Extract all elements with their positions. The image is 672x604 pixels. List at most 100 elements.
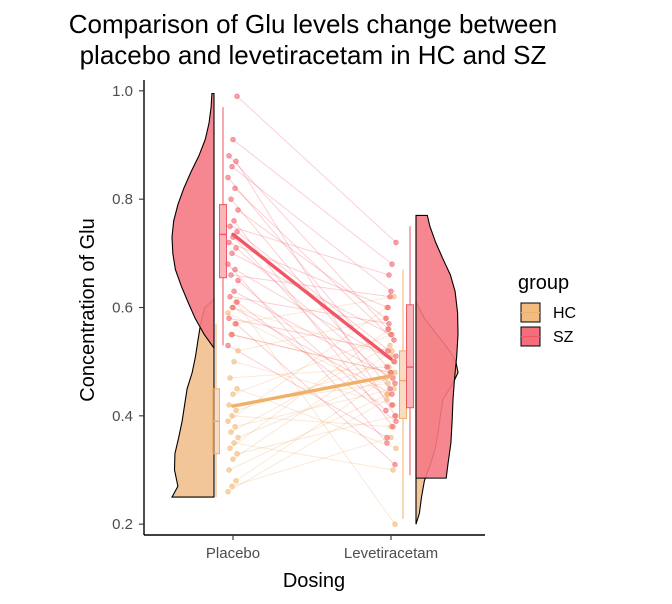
sz-pair-line (235, 247, 396, 384)
sz-pair-line (232, 139, 393, 265)
sz-levetiracetam-point (391, 358, 397, 365)
hc-pair-line (227, 399, 388, 493)
sz-levetiracetam-point (392, 461, 398, 468)
y-tick-label: 0.2 (112, 516, 133, 533)
hc-pair-line (235, 361, 396, 411)
sz-pair-line (233, 290, 394, 379)
sz-levetiracetam-point (389, 391, 395, 397)
hc-pair-line (231, 307, 392, 357)
sz-placebo-point (229, 163, 235, 170)
hc-placebo-point (225, 418, 231, 424)
sz-pair-line (236, 95, 397, 243)
sz-levetiracetam-point (387, 293, 393, 300)
sz-placebo-point (231, 288, 237, 294)
sz-levetiracetam-box (406, 226, 414, 476)
chart-title-line-2: placebo and levetiracetam in HC and SZ (80, 40, 547, 70)
sz-levetiracetam-point (393, 418, 399, 424)
sz-pair-line (236, 231, 397, 357)
x-axis-title: Dosing (283, 570, 345, 592)
sz-pair-line (228, 155, 389, 330)
hc-pair-line (234, 296, 395, 325)
hc-placebo-point (225, 310, 231, 316)
hc-pair-line (229, 328, 390, 449)
sz-levetiracetam-point (391, 337, 397, 343)
hc-pair-line (235, 372, 396, 482)
hc-placebo-point (232, 423, 238, 430)
hc-placebo-point (234, 386, 240, 392)
sz-pair-line (229, 225, 390, 276)
hc-pair-line (232, 334, 393, 395)
sz-placebo-point (226, 315, 232, 322)
box-body (219, 204, 227, 279)
hc-levetiracetam-point (387, 342, 393, 349)
hc-pair-line (233, 361, 394, 406)
hc-placebo-point (234, 451, 240, 457)
sz-pair-line (228, 317, 389, 352)
sz-levetiracetam-point (392, 413, 398, 419)
legend-label-sz: SZ (553, 329, 574, 346)
hc-placebo-point (229, 483, 235, 489)
sz-placebo-point (234, 93, 240, 99)
sz-pair-line (231, 334, 392, 373)
sz-levetiracetam-point (388, 331, 394, 338)
sz-placebo-point (230, 304, 236, 311)
hc-placebo-point (233, 407, 239, 414)
sz-levetiracetam-point (383, 407, 389, 414)
sz-placebo-point (233, 245, 239, 251)
hc-pair-line (234, 388, 395, 428)
sz-placebo-point (225, 342, 231, 349)
sz-placebo-point (226, 239, 232, 246)
hc-levetiracetam-point (385, 380, 391, 387)
sz-levetiracetam-point (392, 380, 398, 387)
sz-levetiracetam-point (388, 288, 394, 294)
sz-pair-line (237, 280, 387, 411)
hc-levetiracetam-point (384, 391, 390, 397)
sz-placebo-point (234, 228, 240, 235)
hc-placebo-point (226, 467, 232, 473)
plot-area (171, 92, 459, 527)
sz-placebo-point (225, 261, 231, 267)
hc-pair-line (231, 415, 392, 428)
hc-pair-line (230, 344, 391, 433)
sz-pair-line (235, 160, 396, 417)
sz-placebo-violin (171, 92, 215, 349)
hc-placebo-point (231, 440, 237, 446)
x-tick-label: Levetiracetam (344, 545, 438, 562)
hc-placebo-point (228, 429, 234, 435)
sz-placebo-point (232, 185, 238, 192)
hc-pair-line (235, 301, 396, 525)
sz-levetiracetam-point (384, 440, 390, 446)
legend: group HC SZ (518, 272, 576, 347)
hc-pair-line (236, 415, 397, 455)
hc-placebo-point (229, 413, 235, 419)
sz-placebo-point (231, 218, 237, 224)
hc-pair-line (229, 366, 390, 379)
sz-placebo-point (228, 272, 234, 278)
y-tick-label: 0.4 (112, 408, 133, 425)
sz-levetiracetam-point (389, 261, 395, 267)
hc-levetiracetam-point (384, 396, 390, 403)
sz-levetiracetam-point (386, 272, 392, 278)
hc-levetiracetam-box (399, 269, 407, 519)
hc-placebo-point (235, 434, 241, 441)
sz-pair-line (234, 269, 395, 363)
sz-levetiracetam-point (385, 348, 391, 354)
sz-pair-line (228, 242, 389, 308)
hc-placebo-box (212, 323, 220, 498)
sz-placebo-point (235, 207, 241, 213)
hc-placebo-point (226, 402, 232, 408)
hc-placebo-point (235, 348, 241, 354)
box-body (406, 304, 414, 409)
sz-placebo-point (226, 153, 232, 159)
hc-mean-line (231, 374, 393, 408)
hc-pair-line (231, 437, 392, 487)
hc-pair-line (228, 393, 389, 471)
hc-placebo-point (225, 488, 231, 495)
sz-levetiracetam-point (383, 315, 389, 322)
hc-pair-line (237, 377, 387, 438)
sz-placebo-point (235, 277, 241, 284)
sz-pair-line (230, 274, 391, 298)
sz-levetiracetam-point (385, 304, 391, 311)
hc-pair-line (237, 317, 387, 352)
